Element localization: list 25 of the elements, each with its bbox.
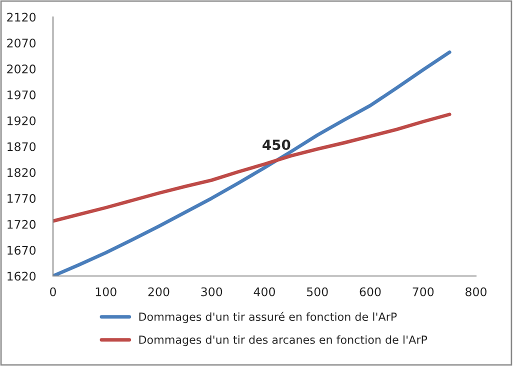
y-tick-label: 1920	[8, 116, 36, 126]
y-tick-label: 2070	[7, 38, 36, 48]
y-tick-label: 1870	[8, 142, 36, 152]
legend-label: Dommages d'un tir assuré en fonction de l'ArP	[139, 312, 397, 324]
x-tick-label: 300	[201, 287, 222, 296]
y-tick-label: 2020	[7, 64, 36, 74]
y-tick-label: 1970	[8, 90, 36, 100]
y-tick-label: 1820	[8, 168, 36, 178]
x-tick-label: 800	[466, 287, 486, 296]
x-tick-label: 400	[254, 287, 275, 296]
line-series	[53, 112, 452, 223]
x-tick-label: 600	[360, 287, 381, 296]
x-tick-label: 200	[148, 287, 170, 296]
legend-label: Dommages d'un tir des arcanes en fonction de l'ArP	[139, 335, 428, 346]
line-series	[53, 50, 452, 276]
annotation: 450	[262, 140, 290, 150]
y-tick-label: 1620	[8, 272, 36, 281]
x-tick-label: 100	[96, 287, 116, 296]
x-tick-label: 700	[412, 287, 434, 296]
y-tick-label: 1720	[8, 220, 36, 229]
x-tick-label: 0	[50, 287, 56, 296]
y-tick-label: 1770	[8, 194, 36, 203]
x-tick-label: 500	[307, 287, 328, 296]
y-tick-label: 1670	[8, 246, 36, 255]
y-tick-label: 2120	[7, 12, 36, 22]
